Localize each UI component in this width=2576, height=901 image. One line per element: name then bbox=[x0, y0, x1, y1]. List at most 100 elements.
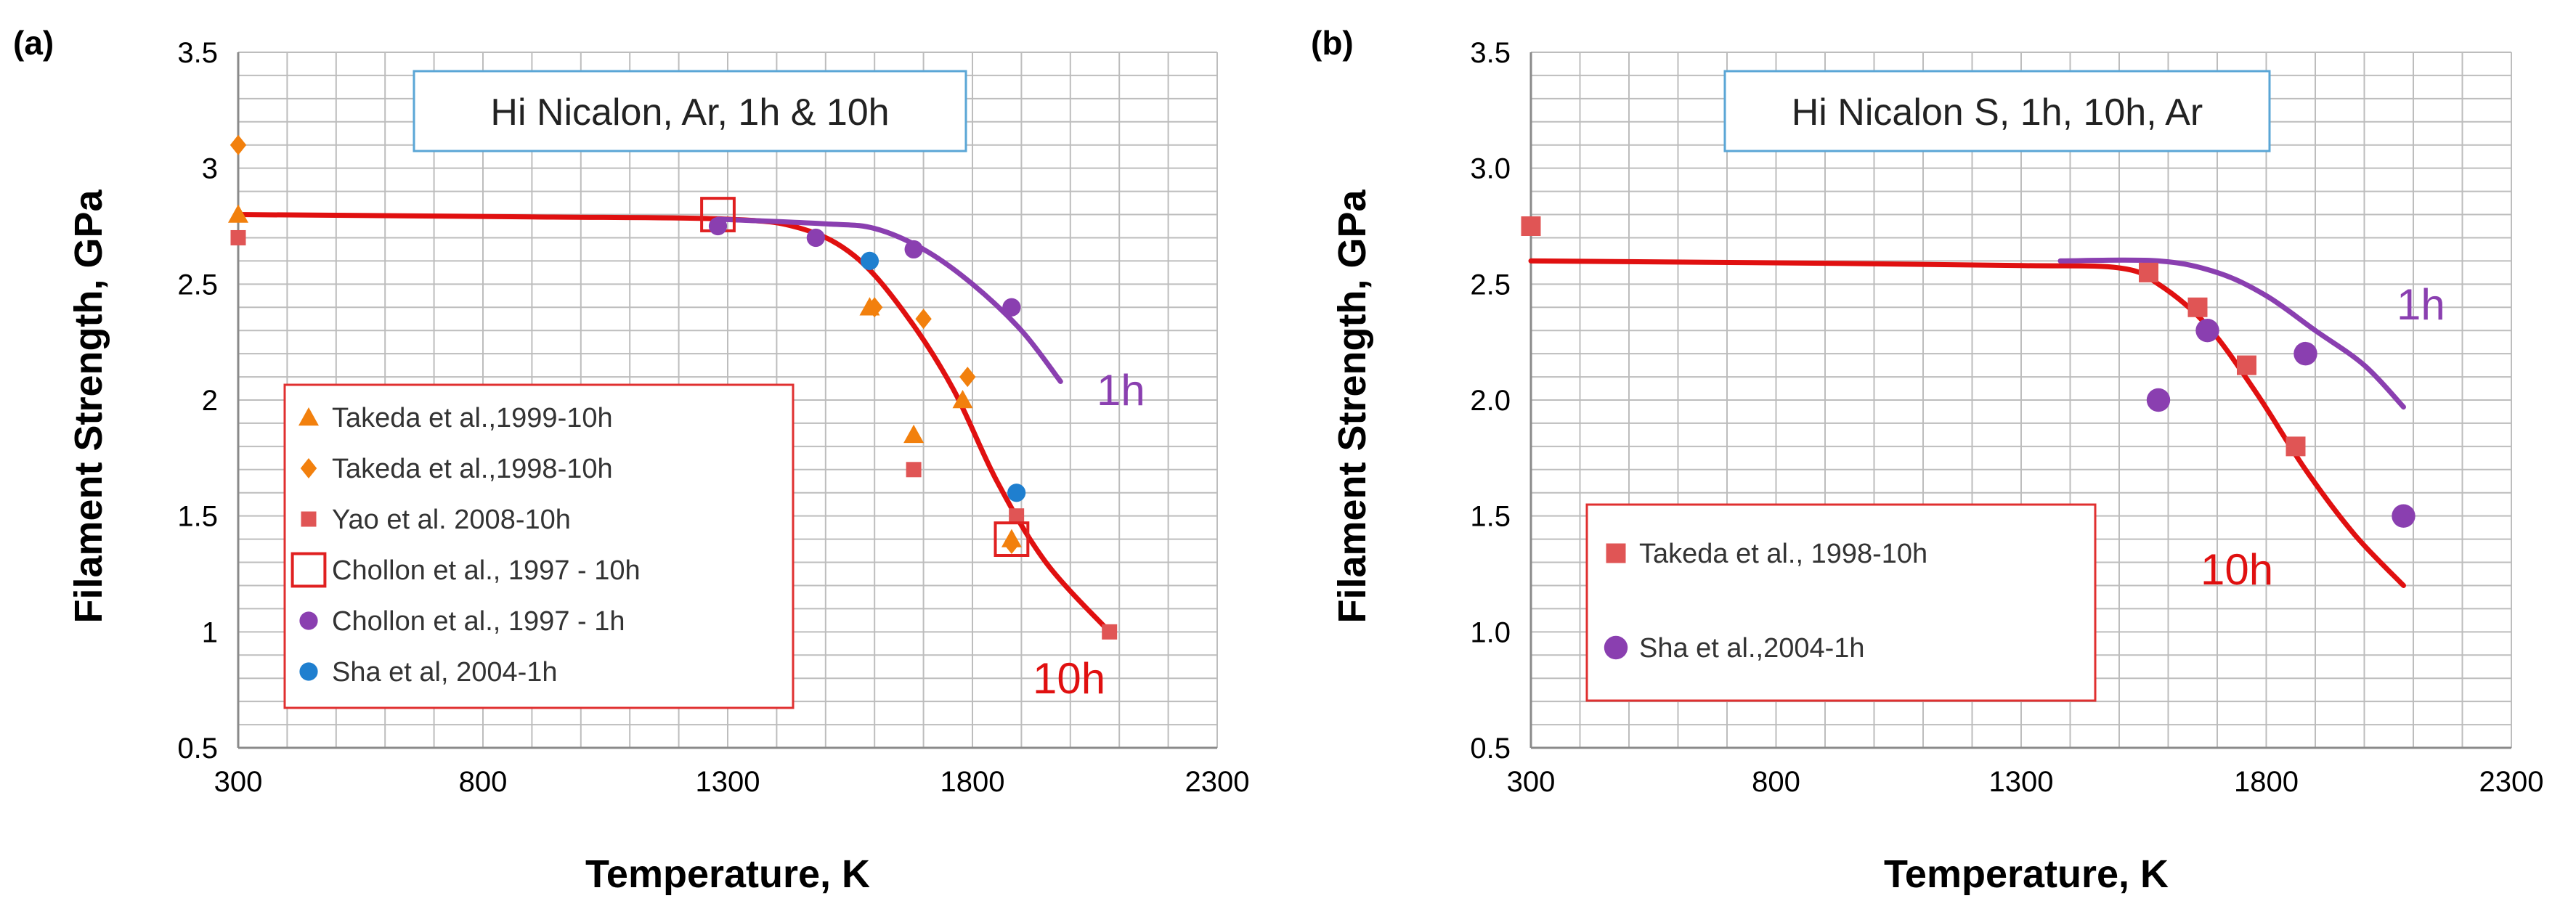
b-point-takeda-et-al-1998-10h bbox=[2187, 297, 2208, 317]
a-legend-label-takeda-et-al-1999-10h: Takeda et al.,1999-10h bbox=[332, 403, 613, 433]
y-ticks-b: 0.5 1.0 1.5 2.0 2.5 3.0 3.5 bbox=[1470, 37, 1511, 765]
title-box-b: Hi Nicalon S, 1h, 10h, Ar bbox=[1723, 70, 2271, 152]
curve-label-b-10h: 10h bbox=[2201, 545, 2273, 594]
curve-label-a-10h: 10h bbox=[1033, 654, 1105, 703]
x-axis-title-a: Temperature, K bbox=[585, 852, 870, 896]
a-point-chollon-et-al-1997-1h bbox=[1002, 298, 1021, 317]
a-x-tick-label: 1800 bbox=[940, 766, 1005, 798]
a-x-tick-label: 1300 bbox=[696, 766, 760, 798]
a-point-yao-et-al-2008-10h bbox=[1102, 624, 1118, 640]
a-point-sha-et-al-2004-1h bbox=[1007, 484, 1026, 502]
legend-b-frame bbox=[1585, 503, 2097, 702]
a-legend-label-yao-et-al-2008-10h: Yao et al. 2008-10h bbox=[332, 505, 571, 535]
a-point-takeda-et-al-1999-10h bbox=[228, 204, 248, 223]
a-legend-marker-yao-et-al-2008-10h bbox=[301, 511, 317, 527]
a-point-yao-et-al-2008-10h bbox=[230, 229, 246, 245]
a-legend-label-chollon-et-al-1997-1h: Chollon et al., 1997 - 1h bbox=[332, 606, 625, 637]
b-point-sha-et-al-2004-1h bbox=[2146, 388, 2171, 412]
a-x-tick-label: 800 bbox=[459, 766, 508, 798]
a-y-tick-label: 1 bbox=[202, 616, 218, 648]
y-axis-title-b: Filament Strength, GPa bbox=[1330, 189, 1374, 623]
b-point-takeda-et-al-1998-10h bbox=[1521, 216, 1541, 236]
panel-a-label: (a) bbox=[13, 24, 54, 62]
b-y-tick-label: 2.5 bbox=[1470, 269, 1511, 301]
a-point-yao-et-al-2008-10h bbox=[1009, 508, 1025, 524]
a-y-tick-label: 2 bbox=[202, 385, 218, 417]
b-x-tick-label: 2300 bbox=[2479, 766, 2544, 798]
curves-b bbox=[1528, 257, 2406, 588]
b-curve-1h bbox=[2057, 257, 2406, 410]
b-curve-10h bbox=[1528, 258, 2406, 588]
title-box-a: Hi Nicalon, Ar, 1h & 10h bbox=[413, 70, 967, 152]
a-point-takeda-et-al-1998-10h bbox=[915, 309, 932, 330]
legend-a-frame bbox=[283, 383, 795, 709]
a-x-tick-label: 300 bbox=[214, 766, 263, 798]
x-ticks-a: 300 800 1300 1800 2300 bbox=[214, 766, 1250, 798]
b-y-tick-label: 0.5 bbox=[1470, 733, 1511, 765]
a-y-tick-label: 2.5 bbox=[177, 269, 218, 301]
chart-panel-b: (b) 0.5 1.0 1.5 2.0 2.5 3.0 3.5 300 800 1300 1800… bbox=[1311, 24, 2543, 896]
a-legend-marker-takeda-et-al-1998-10h bbox=[300, 458, 317, 478]
b-point-takeda-et-al-1998-10h bbox=[2237, 355, 2256, 375]
a-point-sha-et-al-2004-1h bbox=[860, 251, 879, 270]
a-legend-marker-chollon-et-al-1997-1h bbox=[299, 611, 318, 630]
b-y-tick-label: 3.5 bbox=[1470, 37, 1511, 69]
b-y-tick-label: 1.5 bbox=[1470, 501, 1511, 533]
b-x-tick-label: 300 bbox=[1507, 766, 1556, 798]
b-point-sha-et-al-2004-1h bbox=[2195, 319, 2219, 343]
b-x-tick-label: 1800 bbox=[2234, 766, 2299, 798]
x-axis-title-b: Temperature, K bbox=[1884, 852, 2169, 896]
curve-label-a-1h: 1h bbox=[1097, 366, 1145, 415]
a-y-tick-label: 1.5 bbox=[177, 501, 218, 533]
b-point-sha-et-al-2004-1h bbox=[2293, 341, 2317, 366]
a-y-tick-label: 3.5 bbox=[177, 37, 218, 69]
b-point-takeda-et-al-1998-10h bbox=[2139, 262, 2158, 282]
a-legend-label-sha-et-al-2004-1h: Sha et al, 2004-1h bbox=[332, 657, 558, 688]
a-point-chollon-et-al-1997-1h bbox=[904, 240, 923, 259]
b-x-tick-label: 800 bbox=[1752, 766, 1800, 798]
y-ticks-a: 0.5 1 1.5 2 2.5 3 3.5 bbox=[177, 37, 218, 765]
b-point-sha-et-al-2004-1h bbox=[2392, 504, 2415, 528]
a-point-takeda-et-al-1999-10h bbox=[903, 424, 925, 444]
title-box-a-frame bbox=[413, 70, 967, 152]
a-point-chollon-et-al-1997-10h bbox=[994, 521, 1030, 558]
points-b bbox=[1521, 216, 2415, 528]
a-legend-label-chollon-et-al-1997-10h: Chollon et al., 1997 - 10h bbox=[332, 555, 641, 586]
chart-title-a: Hi Nicalon, Ar, 1h & 10h bbox=[490, 91, 889, 134]
b-y-tick-label: 3.0 bbox=[1470, 153, 1511, 185]
a-x-tick-label: 2300 bbox=[1185, 766, 1250, 798]
b-y-tick-label: 2.0 bbox=[1470, 385, 1511, 417]
curve-label-b-1h: 1h bbox=[2397, 280, 2445, 329]
chart-panel-a: (a) 0.5 1 1.5 2 2.5 3 3.5 300 800 1300 1800 2300 H… bbox=[13, 24, 1249, 896]
a-legend-label-takeda-et-al-1998-10h: Takeda et al.,1998-10h bbox=[332, 454, 613, 484]
a-point-takeda-et-al-1998-10h bbox=[866, 297, 883, 318]
a-point-chollon-et-al-1997-1h bbox=[708, 216, 728, 236]
a-point-takeda-et-al-1998-10h bbox=[229, 134, 247, 155]
a-point-chollon-et-al-1997-1h bbox=[806, 228, 825, 248]
a-y-tick-label: 3 bbox=[202, 153, 218, 185]
b-legend-label-sha-et-al-2004-1h: Sha et al.,2004-1h bbox=[1639, 633, 1865, 664]
a-legend-marker-takeda-et-al-1999-10h bbox=[298, 407, 319, 426]
a-legend-marker-chollon-et-al-1997-10h bbox=[290, 552, 327, 588]
b-point-takeda-et-al-1998-10h bbox=[2286, 436, 2306, 457]
a-curve-1h bbox=[715, 216, 1063, 384]
b-y-tick-label: 1.0 bbox=[1470, 616, 1511, 648]
a-legend-marker-sha-et-al-2004-1h bbox=[299, 662, 318, 681]
a-y-tick-label: 0.5 bbox=[177, 733, 218, 765]
legend-a: Takeda et al.,1999-10h Takeda et al.,1998… bbox=[283, 383, 795, 709]
a-point-takeda-et-al-1998-10h bbox=[959, 367, 976, 388]
legend-b: Takeda et al., 1998-10h Sha et al.,2004-1… bbox=[1585, 503, 2097, 702]
title-box-b-frame bbox=[1723, 70, 2271, 152]
b-x-tick-label: 1300 bbox=[1989, 766, 2054, 798]
chart-title-b: Hi Nicalon S, 1h, 10h, Ar bbox=[1792, 91, 2203, 134]
panel-b-label: (b) bbox=[1311, 24, 1354, 62]
x-ticks-b: 300 800 1300 1800 2300 bbox=[1507, 766, 2544, 798]
y-axis-title-a: Filament Strength, GPa bbox=[67, 189, 110, 623]
b-legend-label-takeda-et-al-1998-10h: Takeda et al., 1998-10h bbox=[1639, 539, 1927, 569]
a-point-takeda-et-al-1998-10h bbox=[1003, 533, 1020, 554]
a-point-yao-et-al-2008-10h bbox=[906, 462, 922, 478]
a-point-takeda-et-al-1999-10h bbox=[952, 390, 973, 409]
b-legend-marker-sha-et-al-2004-1h bbox=[1604, 635, 1628, 660]
points-a bbox=[228, 134, 1118, 640]
